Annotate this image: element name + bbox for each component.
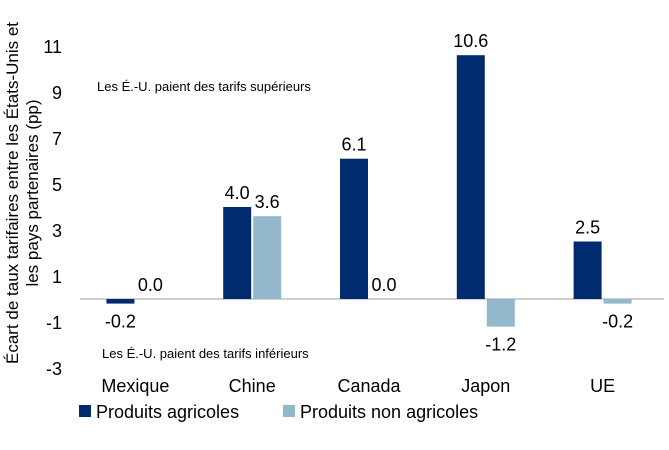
data-label: 0.0 [138, 275, 163, 295]
bar-agricultural [573, 241, 602, 299]
y-tick-label: 11 [43, 37, 62, 57]
y-tick-label: 1 [52, 267, 62, 287]
y-tick-label: 9 [52, 83, 62, 103]
legend: Produits agricoles Produits non agricole… [79, 402, 478, 422]
annotation-lower: Les É.-U. paient des tarifs inférieurs [102, 346, 309, 361]
legend-label-non-agricultural: Produits non agricoles [300, 402, 478, 422]
y-axis-title-line-2: les pays partenaires (pp) [23, 99, 42, 286]
y-tick-label: 7 [52, 129, 62, 149]
y-axis-title: Écart de taux tarifaires entre les États… [3, 22, 42, 364]
data-label: -0.2 [105, 312, 136, 332]
category-label: Canada [337, 376, 401, 396]
data-label: -1.2 [485, 335, 516, 355]
y-axis-ticks: -3 -1 1 3 5 7 9 11 [43, 37, 62, 379]
bar-agricultural [223, 207, 252, 299]
y-tick-label: 3 [52, 221, 62, 241]
y-tick-label: 5 [52, 175, 62, 195]
category-label: Mexique [101, 376, 169, 396]
data-label: 2.5 [575, 218, 600, 238]
legend-swatch-non-agricultural [283, 405, 295, 417]
bar-non-agricultural [486, 299, 515, 327]
x-axis-categories: Mexique Chine Canada Japon UE [101, 376, 615, 396]
y-axis-title-line-1: Écart de taux tarifaires entre les États… [3, 22, 22, 364]
category-label: Japon [461, 376, 510, 396]
data-label: -0.2 [602, 312, 633, 332]
data-label: 4.0 [225, 183, 250, 203]
bar-non-agricultural [603, 299, 632, 304]
bars [106, 55, 632, 327]
data-label: 0.0 [371, 275, 396, 295]
category-label: UE [590, 376, 615, 396]
legend-label-agricultural: Produits agricoles [96, 402, 239, 422]
data-label: 10.6 [453, 31, 488, 51]
annotation-upper: Les É.-U. paient des tarifs supérieurs [97, 79, 311, 94]
category-label: Chine [229, 376, 276, 396]
data-label: 3.6 [255, 192, 280, 212]
bar-agricultural [340, 158, 368, 299]
legend-swatch-agricultural [79, 405, 91, 417]
y-tick-label: -1 [46, 313, 62, 333]
data-label: 6.1 [341, 135, 366, 155]
bar-agricultural [456, 55, 485, 300]
y-tick-label: -3 [46, 359, 62, 379]
bar-agricultural [106, 299, 135, 304]
data-labels: -0.20.04.0 3.66.10.010.6-1.22.5-0.2 [105, 31, 633, 354]
bar-non-agricultural [253, 216, 282, 299]
